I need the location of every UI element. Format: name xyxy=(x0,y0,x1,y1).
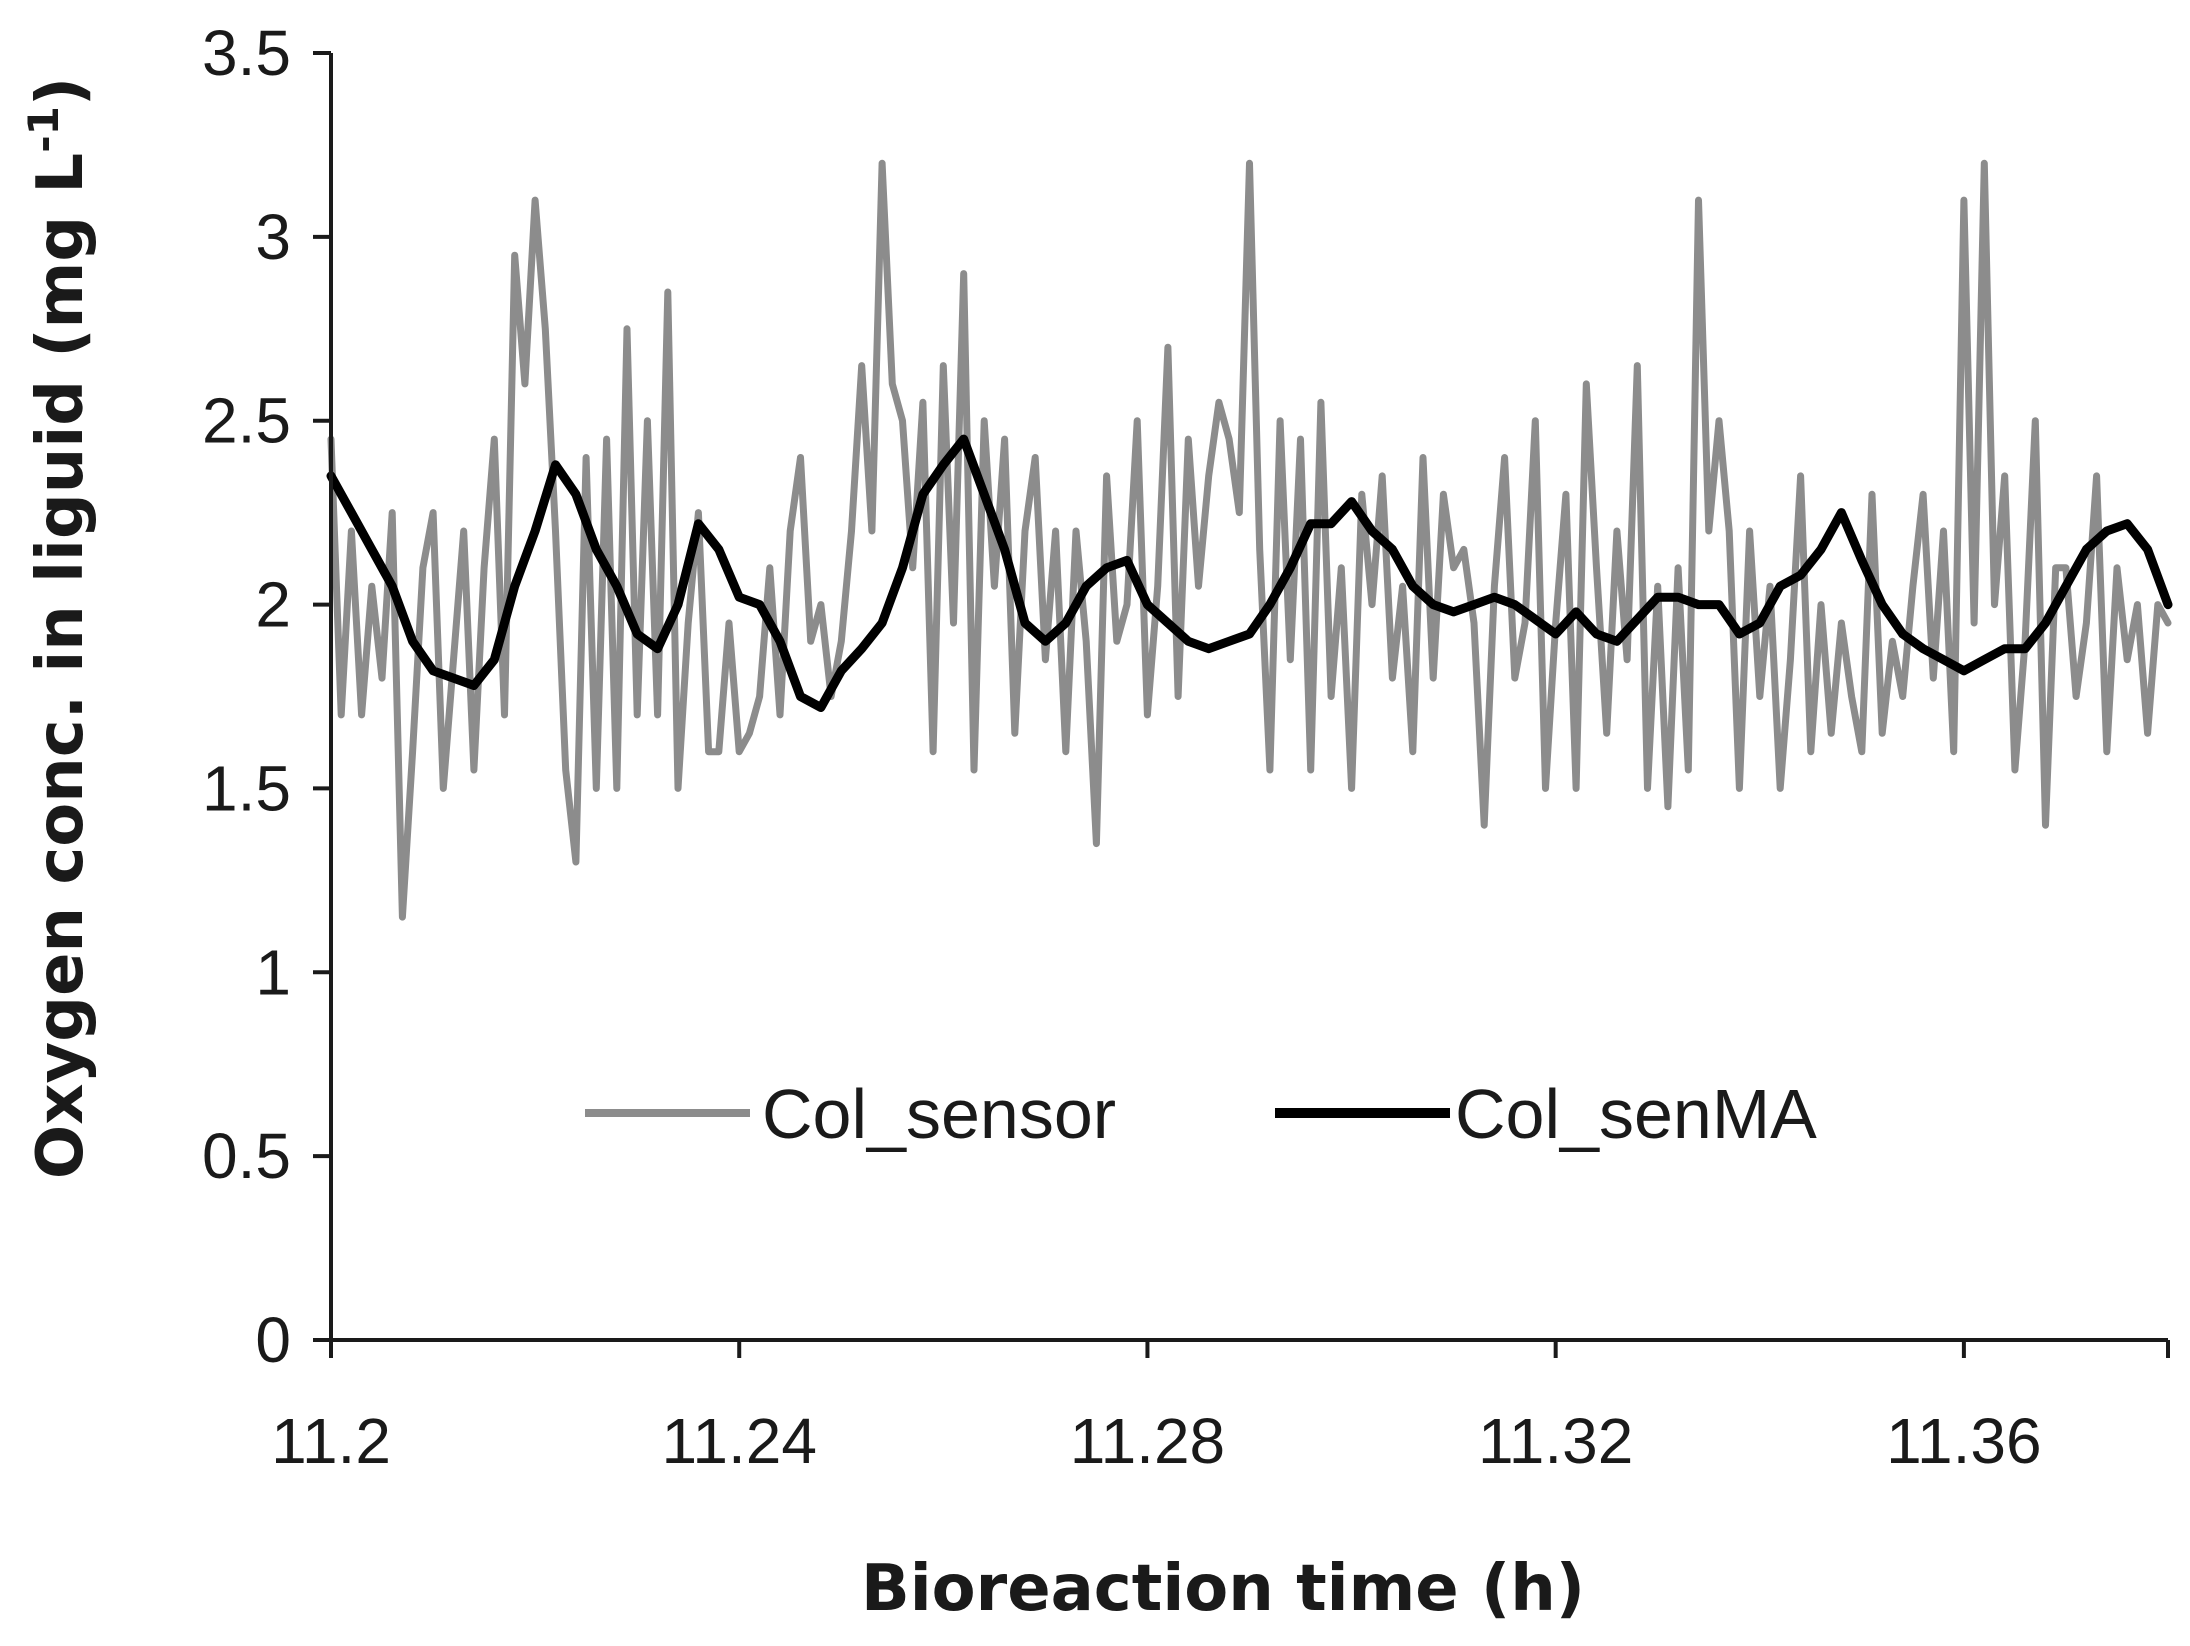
y-tick-label: 0.5 xyxy=(202,1120,291,1192)
y-tick-label: 2 xyxy=(255,569,291,641)
series-lines xyxy=(326,159,2173,921)
y-tick-label: 1 xyxy=(255,936,291,1008)
x-tick-label: 11.36 xyxy=(1886,1405,2041,1477)
x-tick-label: 11.32 xyxy=(1478,1405,1633,1477)
y-tick-label: 1.5 xyxy=(202,752,291,824)
series-line-col-sensor xyxy=(327,159,2172,921)
x-tick-label: 11.24 xyxy=(662,1405,817,1477)
x-tick-label: 11.28 xyxy=(1070,1405,1225,1477)
x-axis-title: Bioreaction time (h) xyxy=(861,1552,1585,1626)
y-tick-label: 3 xyxy=(255,201,291,273)
y-tick-label: 0 xyxy=(255,1304,291,1376)
legend: Col_sensor Col_senMA xyxy=(585,1075,1817,1153)
y-axis-ticks: 0 0.5 1 1.5 2 2.5 3 3.5 xyxy=(202,17,331,1376)
y-tick-label: 3.5 xyxy=(202,17,291,89)
legend-label-col-sensor: Col_sensor xyxy=(762,1075,1116,1153)
x-tick-label: 11.2 xyxy=(271,1405,391,1477)
series-line-col-senma xyxy=(326,434,2173,712)
y-tick-label: 2.5 xyxy=(202,385,291,457)
legend-label-col-senma: Col_senMA xyxy=(1455,1075,1817,1153)
y-axis-title: Oxygen conc. in liguid (mg L-1) xyxy=(19,77,98,1179)
x-axis-ticks: 11.2 11.24 11.28 11.32 11.36 xyxy=(271,1340,2170,1477)
